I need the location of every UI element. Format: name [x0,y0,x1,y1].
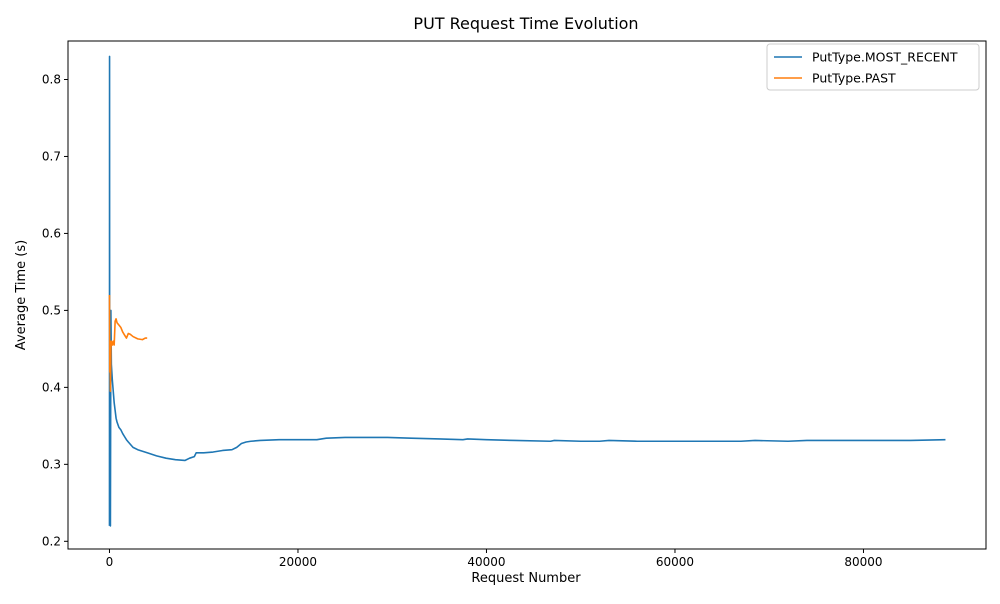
x-axis-label: Request Number [471,571,581,586]
x-tick-label: 60000 [656,555,694,569]
y-tick-label: 0.3 [42,457,61,471]
y-tick-label: 0.4 [42,380,61,394]
legend-box [766,43,980,91]
legend-entry-label: PutType.PAST [812,71,896,86]
x-tick-label: 0 [106,555,114,569]
plot-frame [67,40,987,550]
series-line-most-recent [108,55,946,527]
chart-title: PUT Request Time Evolution [413,14,638,33]
y-axis: 0.2 0.3 0.4 0.5 0.6 0.7 0.8 [42,72,68,548]
x-tick-label: 20000 [279,555,317,569]
series-line-past [108,294,148,393]
x-tick-label: 80000 [844,555,882,569]
y-tick-label: 0.5 [42,303,61,317]
x-tick-label: 40000 [467,555,505,569]
legend: PutType.MOST_RECENT PutType.PAST [766,43,980,91]
y-tick-label: 0.7 [42,149,61,163]
y-axis-label: Average Time (s) [14,240,29,350]
y-tick-label: 0.2 [42,534,61,548]
series-layer [108,55,946,527]
legend-entry-label: PutType.MOST_RECENT [812,50,958,65]
x-axis: 0 20000 40000 60000 80000 [106,549,883,569]
y-tick-label: 0.8 [42,72,61,86]
y-tick-label: 0.6 [42,226,61,240]
